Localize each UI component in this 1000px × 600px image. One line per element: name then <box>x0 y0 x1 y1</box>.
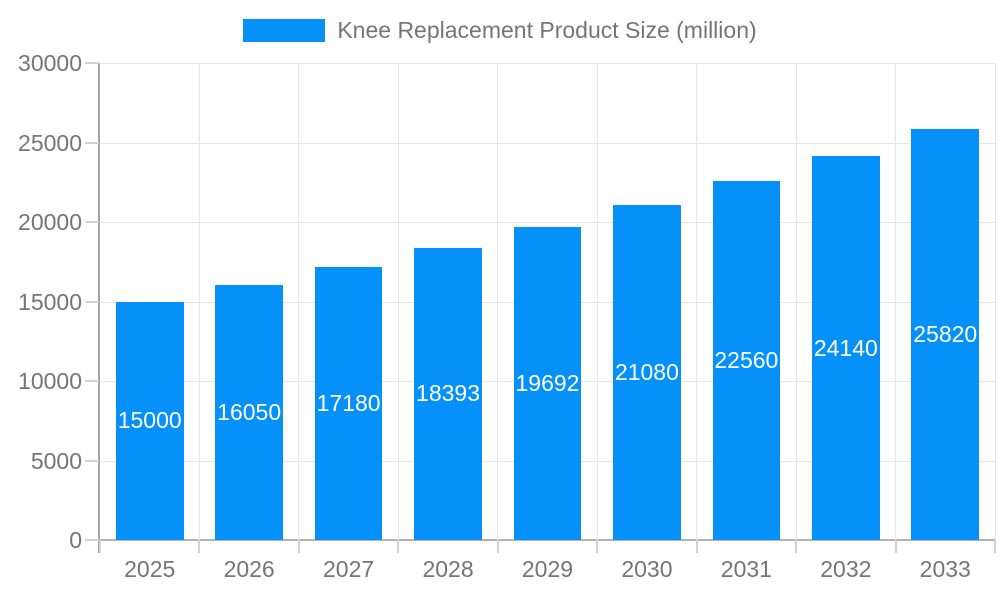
y-gridline <box>100 142 995 144</box>
y-axis-tick-label: 25000 <box>18 129 82 156</box>
x-gridline <box>994 63 996 540</box>
bar-value-label: 15000 <box>117 407 182 434</box>
y-tick-mark <box>85 141 99 144</box>
x-axis-line <box>85 539 995 541</box>
x-axis-tick-label: 2033 <box>919 556 971 582</box>
x-axis-tick-label: 2026 <box>223 556 275 582</box>
y-tick-mark <box>85 539 99 541</box>
x-tick-mark <box>496 540 499 553</box>
x-tick-mark <box>795 540 798 553</box>
y-gridline <box>100 222 995 224</box>
y-axis-tick-label: 0 <box>69 527 82 553</box>
x-tick-mark <box>397 540 400 553</box>
bar: 24140 <box>812 156 880 540</box>
bar-value-label: 22560 <box>714 347 779 374</box>
x-gridline <box>696 63 698 540</box>
x-tick-mark <box>695 540 698 553</box>
bar-value-label: 24140 <box>813 334 878 361</box>
x-gridline <box>596 63 598 540</box>
bar: 16050 <box>215 284 283 540</box>
x-axis-tick-label: 2029 <box>521 556 574 582</box>
y-tick-mark <box>85 221 99 224</box>
legend: Knee Replacement Product Size (million) <box>0 17 1000 44</box>
y-tick-mark <box>85 62 99 64</box>
bar-value-label: 16050 <box>217 398 282 425</box>
y-tick-mark <box>85 300 99 303</box>
y-axis-line <box>98 63 100 553</box>
x-gridline <box>198 63 200 540</box>
y-axis-tick-label: 5000 <box>30 447 82 474</box>
x-tick-mark <box>894 540 897 553</box>
y-tick-mark <box>85 459 99 462</box>
x-tick-mark <box>99 540 101 553</box>
x-gridline <box>895 63 897 540</box>
x-axis-tick-label: 2031 <box>720 556 772 582</box>
x-tick-mark <box>297 540 300 553</box>
y-gridline <box>100 63 995 64</box>
bar-value-label: 17180 <box>316 389 381 416</box>
y-axis-tick-label: 20000 <box>18 209 82 235</box>
bar: 19692 <box>513 226 582 540</box>
bar: 15000 <box>115 301 184 540</box>
bar-value-label: 25820 <box>913 321 978 348</box>
bar: 22560 <box>712 181 781 540</box>
plot-area: 15000 2025 16050 2026 17180 2027 18393 2028 1969… <box>85 62 996 582</box>
bar-value-label: 18393 <box>416 380 481 407</box>
bar: 25820 <box>911 129 980 540</box>
x-gridline <box>397 63 399 540</box>
x-axis-tick-label: 2025 <box>124 556 176 582</box>
x-gridline <box>298 63 300 540</box>
x-axis-tick-label: 2028 <box>422 556 474 582</box>
x-tick-mark <box>994 540 996 553</box>
x-axis-tick-label: 2032 <box>820 556 872 582</box>
y-tick-mark <box>85 380 99 383</box>
x-axis-tick-label: 2027 <box>323 556 375 582</box>
y-axis-tick-label: 30000 <box>18 50 82 76</box>
bar: 17180 <box>314 266 383 540</box>
bar-value-label: 19692 <box>515 369 580 396</box>
x-tick-mark <box>596 540 599 553</box>
x-gridline <box>795 63 797 540</box>
bar: 18393 <box>414 247 482 540</box>
legend-swatch <box>243 19 326 42</box>
bar: 21080 <box>613 204 681 540</box>
x-gridline <box>497 63 499 540</box>
bar-value-label: 21080 <box>614 358 679 385</box>
y-axis-tick-label: 15000 <box>18 288 82 315</box>
legend-label: Knee Replacement Product Size (million) <box>337 17 757 43</box>
x-axis-tick-label: 2030 <box>621 556 673 582</box>
y-axis-tick-label: 10000 <box>18 368 82 394</box>
x-tick-mark <box>198 540 201 553</box>
